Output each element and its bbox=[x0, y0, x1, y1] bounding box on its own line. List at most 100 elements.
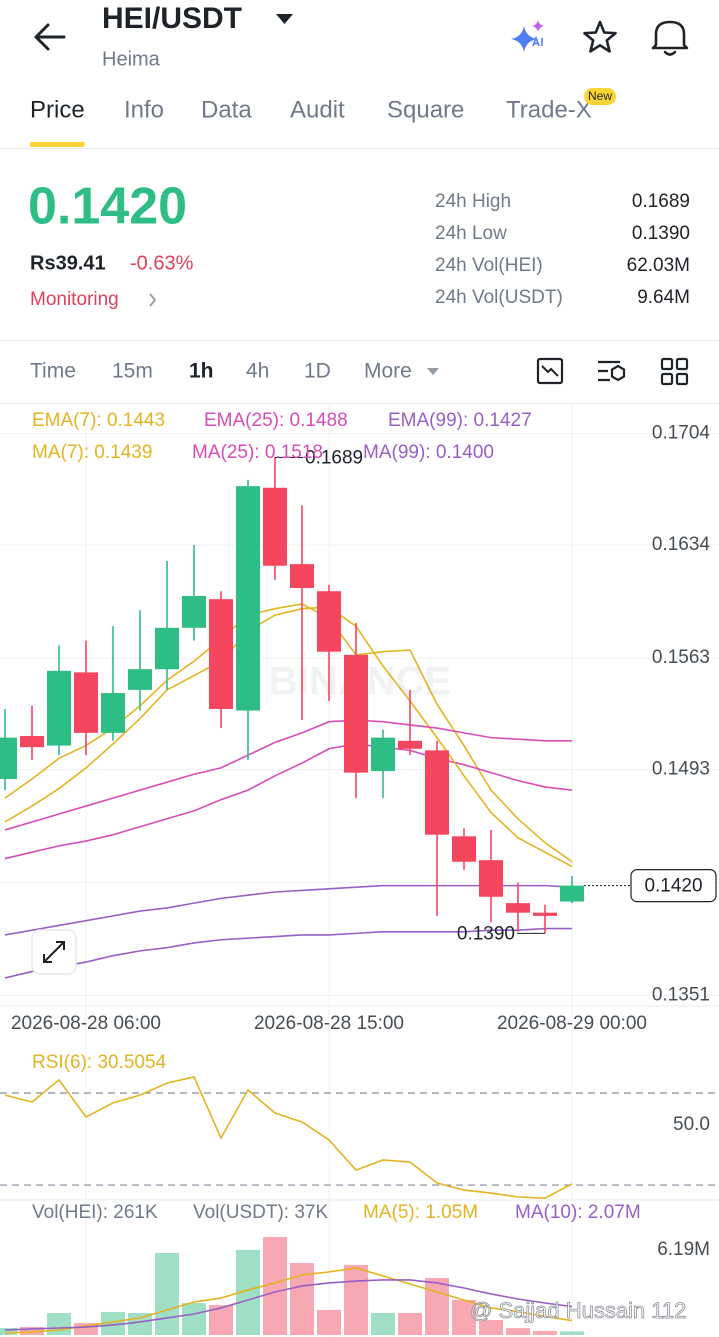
x-tick-label: 2026-08-28 15:00 bbox=[254, 1013, 404, 1034]
layout-button[interactable] bbox=[660, 357, 689, 386]
y-tick-label: 0.1704 bbox=[652, 423, 711, 444]
stat-label: 24h Vol(HEI) bbox=[435, 255, 543, 276]
ticker-stats: 24h High 0.1689 24h Low 0.1390 24h Vol(HEI) 6… bbox=[435, 191, 690, 308]
pair-dropdown-icon[interactable] bbox=[276, 14, 293, 24]
y-tick-label: 0.1634 bbox=[652, 534, 711, 555]
volume-bar bbox=[371, 1313, 395, 1335]
rsi-legend: RSI(6): 30.5054 bbox=[32, 1052, 167, 1073]
candle-body bbox=[182, 595, 206, 628]
ai-sparkle-icon bbox=[511, 26, 537, 52]
candle-body bbox=[452, 836, 476, 862]
volume-bar bbox=[263, 1236, 287, 1335]
volume-bar bbox=[533, 1330, 557, 1335]
pair-subtitle: Heima bbox=[102, 48, 161, 70]
monitoring-chevron[interactable] bbox=[149, 293, 157, 307]
candle-body bbox=[371, 737, 395, 772]
candle-body bbox=[533, 912, 557, 916]
notification-button[interactable] bbox=[651, 20, 689, 56]
candle-body bbox=[398, 740, 422, 749]
favorite-star-icon[interactable] bbox=[583, 20, 617, 53]
stat-value: 0.1689 bbox=[632, 191, 690, 212]
settings-lines-icon bbox=[598, 360, 620, 382]
expand-chart-button[interactable] bbox=[31, 929, 77, 975]
volume-bar bbox=[47, 1313, 71, 1335]
candle-body bbox=[0, 737, 17, 780]
back-button[interactable] bbox=[34, 23, 66, 51]
tab[interactable]: Audit bbox=[290, 96, 345, 123]
depth-chart-button[interactable] bbox=[536, 357, 564, 385]
candle-body bbox=[47, 670, 71, 746]
candle-body bbox=[290, 564, 314, 589]
moving-average-line bbox=[4, 719, 572, 831]
candle-body bbox=[263, 487, 287, 566]
interval-option[interactable]: 1D bbox=[304, 360, 331, 383]
interval-option[interactable]: 15m bbox=[112, 360, 153, 383]
stat-label: 24h Vol(USDT) bbox=[435, 287, 563, 308]
bell-icon bbox=[651, 20, 689, 50]
indicator-settings-button[interactable] bbox=[598, 360, 626, 382]
layout-cell bbox=[660, 357, 674, 371]
ai-button[interactable] bbox=[511, 20, 544, 52]
expand-icon bbox=[43, 941, 65, 963]
volume-bar bbox=[0, 1327, 17, 1335]
candle-body bbox=[209, 599, 233, 709]
volume-bar bbox=[479, 1320, 503, 1335]
volume-ma-line bbox=[4, 1267, 573, 1334]
indicator-legend: MA(99): 0.1400 bbox=[363, 442, 494, 463]
interval-option[interactable]: More bbox=[364, 360, 412, 383]
candle-body bbox=[506, 903, 530, 913]
volume-legend: Vol(HEI): 261K bbox=[32, 1202, 158, 1223]
tab[interactable]: Square bbox=[387, 96, 464, 123]
layout-cell bbox=[675, 372, 689, 386]
new-badge-label: New bbox=[588, 89, 612, 103]
tab[interactable]: Price bbox=[30, 96, 85, 123]
volume-bar bbox=[74, 1323, 98, 1335]
volume-ma-legend: MA(5): 1.05M bbox=[363, 1202, 478, 1223]
ticker-divider bbox=[0, 340, 719, 341]
pair-title[interactable]: HEI/USDT bbox=[102, 2, 242, 35]
volume-bar bbox=[506, 1328, 530, 1335]
layout-cell bbox=[675, 357, 689, 371]
extreme-label: 0.1390 bbox=[457, 923, 515, 944]
volume-bar bbox=[344, 1264, 368, 1335]
volume-bar bbox=[425, 1277, 449, 1335]
volume-legend: Vol(USDT): 37K bbox=[193, 1202, 328, 1223]
tab[interactable]: Trade-X bbox=[506, 96, 592, 123]
interval-bar: Time 15m 1h 4h 1D More bbox=[30, 360, 412, 383]
y-tick-label: 0.1563 bbox=[652, 647, 710, 668]
back-arrow-icon bbox=[34, 23, 66, 51]
volume-bar bbox=[317, 1310, 341, 1335]
interval-option[interactable]: Time bbox=[30, 360, 76, 383]
interval-option[interactable]: 4h bbox=[246, 360, 269, 383]
y-tick-label: 6.19M bbox=[657, 1239, 710, 1260]
last-price: 0.1420 bbox=[28, 178, 187, 236]
volume-bar bbox=[182, 1302, 206, 1335]
active-tab-indicator bbox=[30, 142, 85, 147]
candle-body bbox=[479, 860, 503, 897]
y-tick-label: 50.0 bbox=[673, 1114, 710, 1135]
last-price-tag bbox=[630, 869, 717, 903]
tab[interactable]: Info bbox=[124, 96, 164, 123]
extreme-label: 0.1689 bbox=[305, 448, 363, 469]
volume-ma-legend: MA(10): 2.07M bbox=[515, 1202, 641, 1223]
monitoring-link[interactable]: Monitoring bbox=[30, 289, 119, 310]
ai-sparkle-small-icon bbox=[532, 20, 544, 32]
tab[interactable]: Data bbox=[201, 96, 252, 123]
candle-body bbox=[74, 672, 98, 733]
volume-bar bbox=[398, 1313, 422, 1335]
stat-label: 24h High bbox=[435, 191, 511, 212]
bell-clapper-icon bbox=[663, 50, 677, 56]
layout-cell bbox=[660, 372, 674, 386]
volume-bar bbox=[560, 1331, 584, 1335]
last-price-tag-label: 0.1420 bbox=[644, 876, 702, 897]
depth-icon-line bbox=[541, 365, 559, 377]
more-dropdown-icon[interactable] bbox=[427, 368, 439, 375]
rsi-line bbox=[4, 1075, 573, 1199]
volume-bar bbox=[452, 1299, 476, 1335]
volume-bar bbox=[101, 1311, 125, 1335]
interval-option[interactable]: 1h bbox=[189, 360, 214, 383]
moving-average-line bbox=[4, 927, 572, 979]
indicator-legend: EMA(7): 0.1443 bbox=[32, 410, 165, 431]
